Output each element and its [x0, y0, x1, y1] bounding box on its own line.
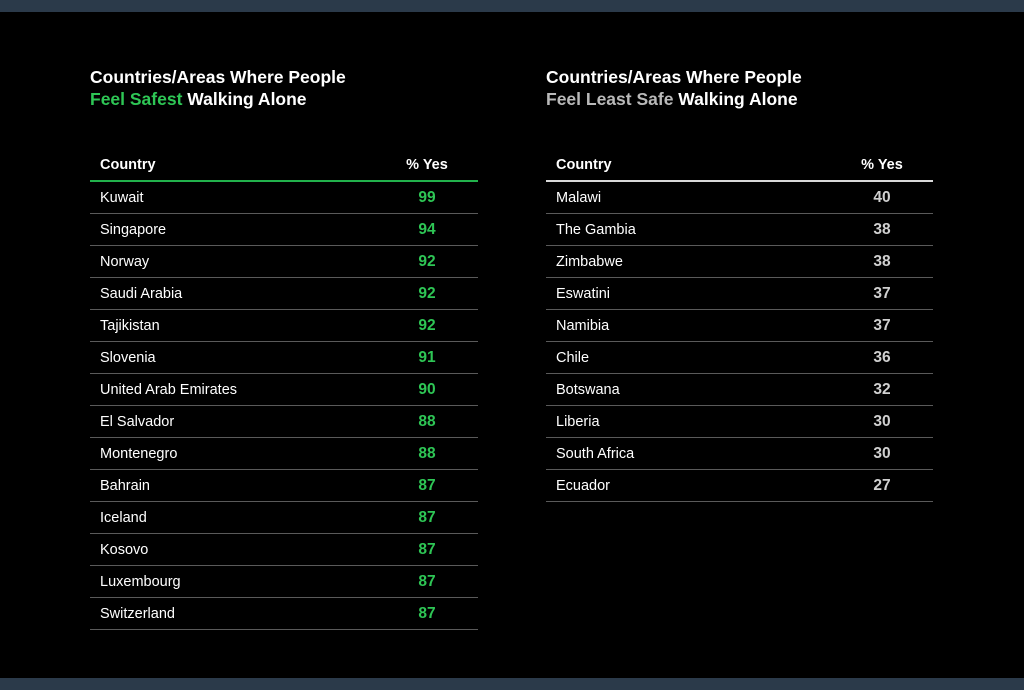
- table-row: Montenegro 88: [90, 438, 478, 470]
- column-header-pct-yes: % Yes: [861, 157, 903, 173]
- country-cell: Kosovo: [100, 541, 149, 558]
- column-header-pct-yes: % Yes: [406, 157, 448, 173]
- pct-yes-cell: 30: [873, 412, 891, 430]
- pct-yes-cell: 87: [418, 604, 436, 622]
- pct-yes-cell: 87: [418, 508, 436, 526]
- pct-yes-cell: 88: [418, 412, 436, 430]
- country-cell: Iceland: [100, 509, 147, 526]
- table-row: Switzerland 87: [90, 598, 478, 630]
- table-row: Singapore 94: [90, 214, 478, 246]
- pct-yes-cell: 32: [873, 380, 891, 398]
- pct-yes-cell: 37: [873, 316, 891, 334]
- least-safe-title-line1: Countries/Areas Where People: [546, 67, 802, 87]
- table-row: Iceland 87: [90, 502, 478, 534]
- pct-yes-cell: 92: [418, 316, 436, 334]
- table-row: United Arab Emirates 90: [90, 374, 478, 406]
- country-cell: Zimbabwe: [556, 253, 623, 270]
- pct-yes-cell: 38: [873, 252, 891, 270]
- least-safe-table-header: Country % Yes: [546, 150, 933, 182]
- safest-title-line1: Countries/Areas Where People: [90, 67, 346, 87]
- column-header-country: Country: [556, 157, 612, 173]
- least-safe-table-title: Countries/Areas Where People Feel Least …: [546, 66, 933, 110]
- country-cell: Malawi: [556, 189, 602, 206]
- country-cell: Eswatini: [556, 285, 610, 302]
- table-row: Botswana 32: [546, 374, 933, 406]
- table-row: Slovenia 91: [90, 342, 478, 374]
- table-row: Eswatini 37: [546, 278, 933, 310]
- country-cell: Singapore: [100, 221, 167, 238]
- pct-yes-cell: 38: [873, 220, 891, 238]
- table-row: Chile 36: [546, 342, 933, 374]
- figure-panel: Countries/Areas Where People Feel Safest…: [0, 12, 1024, 678]
- pct-yes-cell: 87: [418, 476, 436, 494]
- country-cell: Ecuador: [556, 477, 611, 494]
- table-row: Bahrain 87: [90, 470, 478, 502]
- country-cell: Chile: [556, 349, 590, 366]
- pct-yes-cell: 27: [873, 476, 891, 494]
- table-row: Saudi Arabia 92: [90, 278, 478, 310]
- table-row: El Salvador 88: [90, 406, 478, 438]
- table-row: Tajikistan 92: [90, 310, 478, 342]
- pct-yes-cell: 87: [418, 572, 436, 590]
- pct-yes-cell: 99: [418, 188, 436, 206]
- least-safe-title-tail: Walking Alone: [678, 89, 798, 109]
- country-cell: United Arab Emirates: [100, 381, 238, 398]
- table-row: Kosovo 87: [90, 534, 478, 566]
- pct-yes-cell: 40: [873, 188, 891, 206]
- pct-yes-cell: 92: [418, 252, 436, 270]
- table-row: Norway 92: [90, 246, 478, 278]
- pct-yes-cell: 30: [873, 444, 891, 462]
- country-cell: Botswana: [556, 381, 620, 398]
- table-row: Liberia 30: [546, 406, 933, 438]
- pct-yes-cell: 36: [873, 348, 891, 366]
- pct-yes-cell: 94: [418, 220, 436, 238]
- country-cell: Kuwait: [100, 189, 144, 206]
- country-cell: El Salvador: [100, 413, 175, 430]
- country-cell: Switzerland: [100, 605, 175, 622]
- country-cell: Bahrain: [100, 477, 150, 494]
- country-cell: Luxembourg: [100, 573, 181, 590]
- country-cell: Namibia: [556, 317, 610, 334]
- safest-table-title: Countries/Areas Where People Feel Safest…: [90, 66, 478, 110]
- pct-yes-cell: 90: [418, 380, 436, 398]
- country-cell: Saudi Arabia: [100, 285, 183, 302]
- column-header-country: Country: [100, 157, 156, 173]
- table-row: Luxembourg 87: [90, 566, 478, 598]
- table-row: Zimbabwe 38: [546, 246, 933, 278]
- safest-table-body: Kuwait 99 Singapore 94 Norway 92 Saudi Arabia 9…: [90, 182, 478, 630]
- safest-table: Country % Yes Kuwait 99 Singapore 94 Norway 9…: [90, 150, 478, 630]
- table-row: Kuwait 99: [90, 182, 478, 214]
- least-safe-table-section: Countries/Areas Where People Feel Least …: [546, 66, 933, 502]
- least-safe-table-body: Malawi 40 The Gambia 38 Zimbabwe 38 Eswatini 37…: [546, 182, 933, 502]
- country-cell: South Africa: [556, 445, 635, 462]
- table-row: Namibia 37: [546, 310, 933, 342]
- safest-title-highlight: Feel Safest: [90, 89, 183, 109]
- country-cell: Liberia: [556, 413, 600, 430]
- safest-table-section: Countries/Areas Where People Feel Safest…: [90, 66, 478, 630]
- table-row: Malawi 40: [546, 182, 933, 214]
- pct-yes-cell: 87: [418, 540, 436, 558]
- table-row: Ecuador 27: [546, 470, 933, 502]
- least-safe-title-highlight: Feel Least Safe: [546, 89, 674, 109]
- country-cell: Norway: [100, 253, 150, 270]
- country-cell: Slovenia: [100, 349, 156, 366]
- country-cell: The Gambia: [556, 221, 636, 238]
- country-cell: Tajikistan: [100, 317, 160, 334]
- safest-table-header: Country % Yes: [90, 150, 478, 182]
- pct-yes-cell: 37: [873, 284, 891, 302]
- least-safe-table: Country % Yes Malawi 40 The Gambia 38 Zimbab…: [546, 150, 933, 502]
- safest-title-tail: Walking Alone: [187, 89, 307, 109]
- country-cell: Montenegro: [100, 445, 178, 462]
- pct-yes-cell: 92: [418, 284, 436, 302]
- pct-yes-cell: 91: [418, 348, 436, 366]
- table-row: South Africa 30: [546, 438, 933, 470]
- pct-yes-cell: 88: [418, 444, 436, 462]
- table-row: The Gambia 38: [546, 214, 933, 246]
